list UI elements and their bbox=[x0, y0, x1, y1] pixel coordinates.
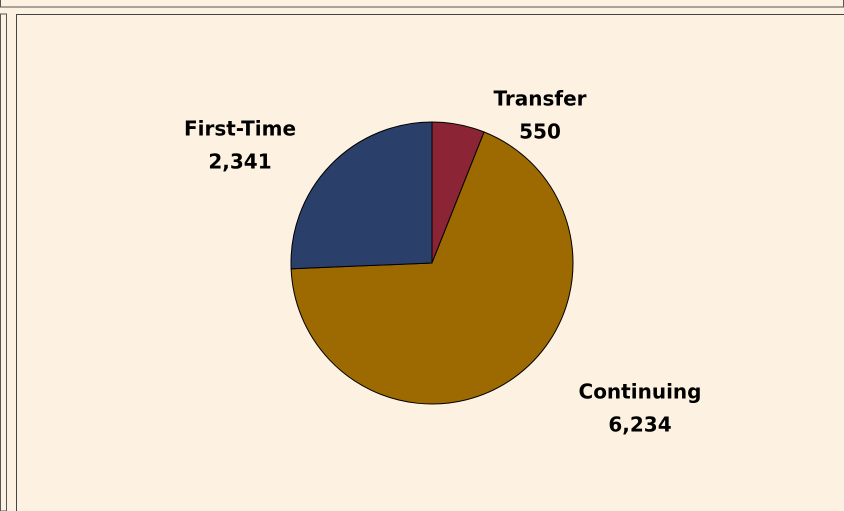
pie-slice bbox=[290, 131, 574, 405]
slice-value: 6,234 bbox=[608, 413, 671, 437]
top-strip bbox=[0, 0, 844, 8]
slice-label: Continuing bbox=[579, 380, 702, 404]
pie-slice bbox=[290, 121, 433, 270]
slice-label: First-Time bbox=[184, 117, 296, 141]
slice-label: Transfer bbox=[493, 87, 586, 111]
slice-value: 2,341 bbox=[208, 150, 271, 174]
slice-value: 550 bbox=[519, 120, 561, 144]
left-strip bbox=[0, 13, 7, 511]
